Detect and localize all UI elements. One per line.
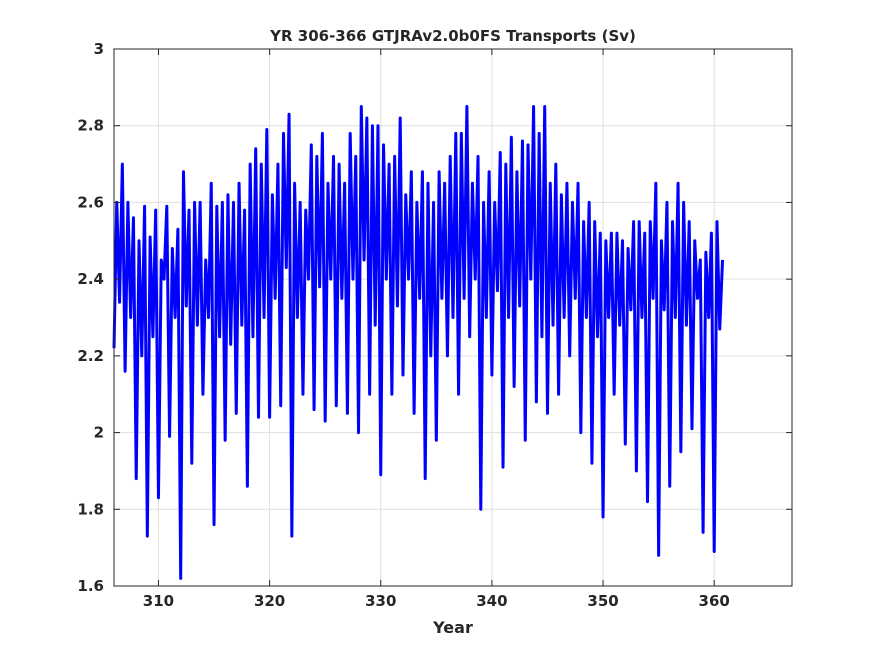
ticks: 310 320 330 340 350 360 1.6 1.8 2 2.2 2.4 2.6 2.8 3 — [77, 40, 792, 610]
x-tick-label: 360 — [699, 592, 730, 610]
chart-title: YR 306-366 GTJRAv2.0b0FS Transports (Sv) — [269, 27, 636, 45]
x-tick-label: 340 — [476, 592, 507, 610]
y-tick-label: 2.4 — [77, 270, 104, 288]
y-tick-label: 2.8 — [77, 117, 104, 135]
y-tick-label: 2.6 — [77, 193, 104, 211]
y-tick-label: 3 — [94, 40, 104, 58]
x-tick-label: 310 — [143, 592, 174, 610]
series-line-0 — [112, 105, 725, 580]
y-tick-label: 2.2 — [77, 347, 104, 365]
y-tick-label: 1.8 — [77, 500, 104, 518]
axes-box — [113, 48, 793, 587]
x-tick-label: 320 — [254, 592, 285, 610]
x-tick-label: 330 — [365, 592, 396, 610]
series-layer — [112, 105, 725, 580]
y-tick-label: 1.6 — [77, 577, 104, 595]
x-axis-label: Year — [432, 618, 473, 637]
y-tick-label: 2 — [94, 424, 104, 442]
x-tick-label: 350 — [587, 592, 618, 610]
